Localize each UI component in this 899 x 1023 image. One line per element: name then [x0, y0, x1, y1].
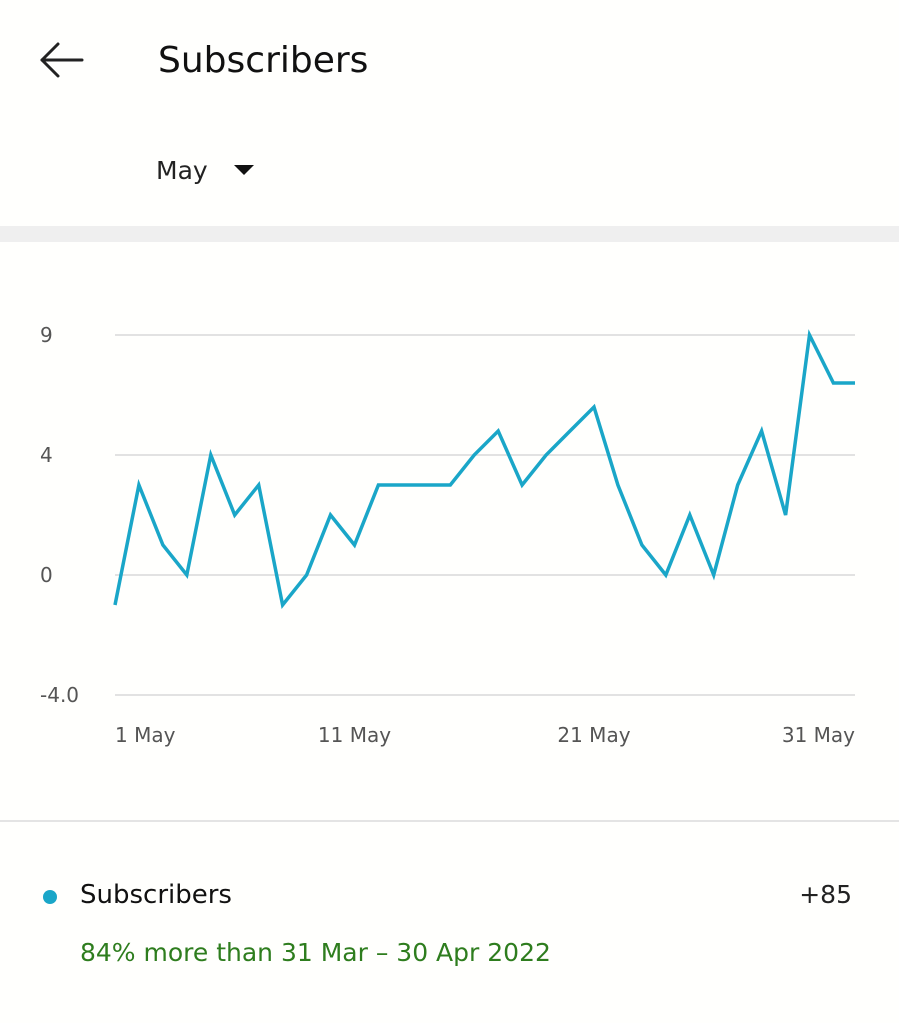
x-tick-label: 31 May	[782, 723, 855, 747]
period-dropdown[interactable]: May	[118, 148, 254, 192]
y-tick-label: 0	[40, 563, 53, 587]
y-tick-label: 4	[40, 443, 53, 467]
divider	[0, 820, 899, 822]
y-tick-label: -4.0	[40, 683, 79, 707]
y-tick-label: 9	[40, 323, 53, 347]
legend-row: Subscribers +85	[40, 876, 880, 920]
subscribers-chart: 9 4 0 -4.0 1 May 11 May 21 May 31 May	[0, 300, 899, 770]
x-tick-label: 11 May	[318, 723, 391, 747]
x-tick-label: 21 May	[557, 723, 630, 747]
series-color-dot	[43, 890, 57, 904]
back-button[interactable]	[30, 36, 90, 86]
legend-label: Subscribers	[80, 880, 232, 910]
period-label: May	[118, 154, 228, 187]
page-title: Subscribers	[158, 40, 369, 81]
line-chart: 9 4 0 -4.0 1 May 11 May 21 May 31 May	[40, 323, 855, 747]
section-separator	[0, 226, 899, 242]
app-header: Subscribers	[0, 0, 899, 120]
comparison-text: 84% more than 31 Mar – 30 Apr 2022	[80, 938, 551, 967]
caret-down-icon	[233, 165, 254, 175]
subscribers-total: +85	[793, 880, 858, 909]
arrow-left-icon	[40, 42, 84, 78]
series-line-subscribers	[113, 329, 855, 610]
x-tick-label: 1 May	[115, 723, 176, 747]
